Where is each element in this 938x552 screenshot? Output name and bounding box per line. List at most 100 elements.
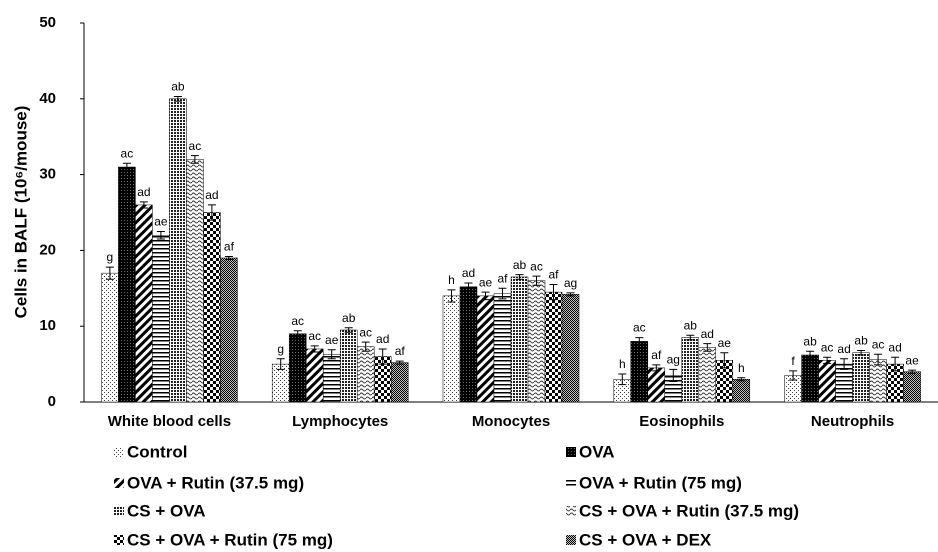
bar xyxy=(630,341,649,403)
bar xyxy=(118,166,136,403)
significance-letter: ab xyxy=(342,311,356,325)
error-bar xyxy=(840,358,849,370)
bar xyxy=(493,293,512,403)
legend-label: Control xyxy=(127,442,187,461)
error-bar xyxy=(857,349,866,356)
legend-swatch xyxy=(566,478,576,488)
y-tick-label: 40 xyxy=(39,90,56,107)
error-bar xyxy=(635,337,644,346)
error-bar xyxy=(874,353,883,366)
significance-letter: h xyxy=(738,361,745,375)
x-tick-label: Monocytes xyxy=(472,413,550,430)
significance-letter: af xyxy=(497,271,508,285)
error-bar xyxy=(652,364,661,372)
significance-letter: h xyxy=(619,357,626,371)
legend-swatch xyxy=(114,506,124,516)
significance-letter: ae xyxy=(154,215,168,229)
bar xyxy=(322,353,341,403)
bar xyxy=(476,295,495,403)
error-bar xyxy=(789,370,798,381)
significance-letter: ab xyxy=(171,80,185,94)
error-bar xyxy=(395,360,404,365)
significance-letter: ad xyxy=(701,327,714,341)
error-bar xyxy=(669,368,678,383)
error-bar xyxy=(310,345,319,353)
significance-letter: ag xyxy=(667,353,680,367)
bar xyxy=(527,280,546,403)
significance-letter: af xyxy=(651,348,662,362)
bar xyxy=(510,276,529,403)
x-tick-label: White blood cells xyxy=(108,413,231,430)
legend-label: CS + OVA + DEX xyxy=(579,530,712,549)
significance-letter: ac xyxy=(308,329,321,343)
significance-letter: ab xyxy=(513,258,527,272)
y-tick-label: 30 xyxy=(39,166,56,183)
significance-letter: ac xyxy=(291,314,304,328)
bar xyxy=(101,272,119,403)
bar xyxy=(869,359,887,403)
error-bar xyxy=(686,334,695,341)
bar xyxy=(339,329,358,403)
error-bar xyxy=(207,204,216,221)
bar xyxy=(801,354,819,403)
significance-letter: ae xyxy=(325,333,339,347)
significance-letter: ad xyxy=(837,342,850,356)
bar xyxy=(732,379,751,403)
significance-letter: ad xyxy=(888,340,901,354)
bar xyxy=(681,337,700,403)
legend-swatch xyxy=(114,447,124,457)
error-bar xyxy=(737,377,746,382)
y-axis-title: Cells in BALF (10⁶/mouse) xyxy=(11,106,30,319)
error-bar xyxy=(464,282,473,292)
legend-label: CS + OVA xyxy=(127,501,206,520)
error-bar xyxy=(173,96,182,102)
y-tick-label: 10 xyxy=(39,317,56,334)
legend-label: CS + OVA + Rutin (75 mg) xyxy=(127,530,333,549)
x-tick-label: Lymphocytes xyxy=(292,413,388,430)
error-bar xyxy=(891,356,900,372)
significance-letter: ag xyxy=(564,276,577,290)
bar xyxy=(186,159,204,403)
error-bar xyxy=(618,373,627,386)
significance-letter: af xyxy=(548,268,559,282)
significance-letter: ab xyxy=(803,334,817,348)
significance-letter: ac xyxy=(530,259,543,273)
error-bar xyxy=(806,350,815,360)
legend-swatch xyxy=(114,478,124,488)
significance-letter: ab xyxy=(854,334,868,348)
error-bar xyxy=(344,327,353,333)
significance-letter: g xyxy=(107,250,114,264)
bar xyxy=(169,98,187,403)
error-bar xyxy=(515,274,524,280)
significance-letter: af xyxy=(224,240,235,254)
error-bar xyxy=(498,287,507,300)
bar xyxy=(288,333,307,403)
significance-letter: ac xyxy=(189,139,202,153)
significance-letter: ad xyxy=(376,332,389,346)
bar xyxy=(152,234,170,403)
x-tick-label: Neutrophils xyxy=(811,413,894,430)
error-bar xyxy=(276,358,285,370)
bar xyxy=(852,352,870,403)
y-tick-label: 50 xyxy=(39,14,56,31)
bar xyxy=(698,347,717,403)
error-bar xyxy=(293,330,302,338)
significance-letter: h xyxy=(448,273,455,287)
error-bar xyxy=(361,341,370,352)
error-bar xyxy=(378,348,387,365)
y-tick-label: 0 xyxy=(48,393,56,410)
legend-swatch xyxy=(566,535,576,545)
error-bar xyxy=(566,292,575,297)
significance-letter: f xyxy=(791,354,795,368)
bar xyxy=(390,362,409,403)
significance-letter: af xyxy=(395,344,406,358)
bar xyxy=(459,286,478,403)
error-bar xyxy=(224,255,233,260)
legend-label: OVA xyxy=(579,442,615,461)
x-tick-label: Eosinophils xyxy=(639,413,724,430)
significance-letter: ac xyxy=(821,340,834,354)
error-bar xyxy=(105,266,114,280)
significance-letter: ac xyxy=(633,321,646,335)
significance-letter: g xyxy=(277,342,284,356)
